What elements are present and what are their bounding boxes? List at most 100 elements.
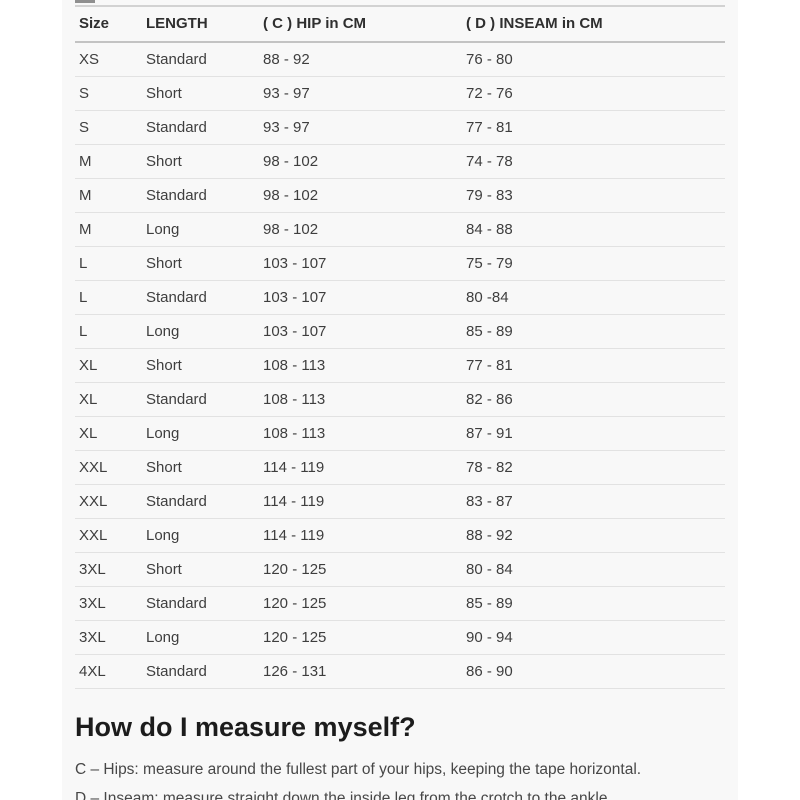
cell-length: Standard [142,382,259,417]
cell-hip: 120 - 125 [259,620,462,655]
cell-size: L [75,246,142,281]
cell-size: 3XL [75,586,142,621]
cell-inseam: 75 - 79 [462,246,725,281]
cell-length: Long [142,620,259,655]
cell-length: Short [142,76,259,111]
cell-length: Short [142,348,259,383]
cell-inseam: 83 - 87 [462,484,725,519]
cell-length: Standard [142,586,259,621]
cell-hip: 93 - 97 [259,76,462,111]
table-row: M Short 98 - 102 74 - 78 [75,144,725,179]
table-row: XXL Long 114 - 119 88 - 92 [75,518,725,553]
cell-inseam: 84 - 88 [462,212,725,247]
cell-hip: 114 - 119 [259,518,462,553]
cell-length: Standard [142,280,259,315]
table-row: 3XL Long 120 - 125 90 - 94 [75,620,725,655]
table-row: M Long 98 - 102 84 - 88 [75,212,725,247]
hips-instruction: C – Hips: measure around the fullest par… [75,761,642,778]
cell-hip: 126 - 131 [259,654,462,689]
cell-size: XL [75,382,142,417]
cell-length: Long [142,518,259,553]
cell-inseam: 90 - 94 [462,620,725,655]
inseam-instruction: D – Inseam: measure straight down the in… [75,790,612,800]
table-row: XXL Short 114 - 119 78 - 82 [75,450,725,485]
cell-inseam: 74 - 78 [462,144,725,179]
table-row: L Short 103 - 107 75 - 79 [75,246,725,281]
column-header-inseam: ( D ) INSEAM in CM [462,5,725,43]
cell-size: S [75,110,142,145]
table-row: S Short 93 - 97 72 - 76 [75,76,725,111]
cell-hip: 108 - 113 [259,416,462,451]
cell-size: M [75,144,142,179]
cell-hip: 114 - 119 [259,484,462,519]
cell-hip: 120 - 125 [259,586,462,621]
measure-instructions: C – Hips: measure around the fullest par… [75,755,725,800]
cell-hip: 108 - 113 [259,348,462,383]
cell-inseam: 86 - 90 [462,654,725,689]
size-table-body: XS Standard 88 - 92 76 - 80 S Short 93 -… [75,42,725,689]
cell-hip: 98 - 102 [259,144,462,179]
cell-length: Standard [142,178,259,213]
cell-inseam: 77 - 81 [462,110,725,145]
table-row: 3XL Standard 120 - 125 85 - 89 [75,586,725,621]
column-header-size: Size [75,5,142,43]
header-row: Size LENGTH ( C ) HIP in CM ( D ) INSEAM… [75,5,725,43]
cell-hip: 103 - 107 [259,246,462,281]
table-row: 3XL Short 120 - 125 80 - 84 [75,552,725,587]
cell-hip: 108 - 113 [259,382,462,417]
cell-hip: 103 - 107 [259,280,462,315]
cell-length: Long [142,416,259,451]
cell-size: XXL [75,484,142,519]
cell-length: Standard [142,42,259,77]
cell-size: XL [75,348,142,383]
cell-size: L [75,280,142,315]
cell-hip: 103 - 107 [259,314,462,349]
cell-size: 4XL [75,654,142,689]
cell-inseam: 77 - 81 [462,348,725,383]
cell-length: Short [142,246,259,281]
size-chart-header: Size LENGTH ( C ) HIP in CM ( D ) INSEAM… [75,5,725,43]
cell-size: XL [75,416,142,451]
size-guide-content: Size LENGTH ( C ) HIP in CM ( D ) INSEAM… [62,0,738,800]
cell-length: Standard [142,484,259,519]
cell-length: Long [142,314,259,349]
cell-hip: 120 - 125 [259,552,462,587]
cell-inseam: 79 - 83 [462,178,725,213]
cell-inseam: 87 - 91 [462,416,725,451]
cell-hip: 98 - 102 [259,212,462,247]
tab-underline-remnant [75,0,95,3]
table-row: XL Standard 108 - 113 82 - 86 [75,382,725,417]
cell-size: S [75,76,142,111]
cell-size: 3XL [75,552,142,587]
table-row: L Long 103 - 107 85 - 89 [75,314,725,349]
cell-inseam: 80 - 84 [462,552,725,587]
cell-hip: 114 - 119 [259,450,462,485]
cell-inseam: 78 - 82 [462,450,725,485]
cell-size: M [75,178,142,213]
cell-inseam: 72 - 76 [462,76,725,111]
cell-size: 3XL [75,620,142,655]
cell-inseam: 82 - 86 [462,382,725,417]
table-row: XL Short 108 - 113 77 - 81 [75,348,725,383]
cell-hip: 93 - 97 [259,110,462,145]
table-row: L Standard 103 - 107 80 -84 [75,280,725,315]
table-row: XL Long 108 - 113 87 - 91 [75,416,725,451]
cell-inseam: 85 - 89 [462,586,725,621]
cell-size: XXL [75,518,142,553]
measure-heading: How do I measure myself? [75,712,416,742]
cell-inseam: 76 - 80 [462,42,725,77]
cell-size: M [75,212,142,247]
cell-length: Standard [142,110,259,145]
table-row: M Standard 98 - 102 79 - 83 [75,178,725,213]
column-header-length: LENGTH [142,5,259,43]
column-header-hip: ( C ) HIP in CM [259,5,462,43]
size-chart-table: Size LENGTH ( C ) HIP in CM ( D ) INSEAM… [75,5,725,689]
cell-hip: 88 - 92 [259,42,462,77]
cell-inseam: 85 - 89 [462,314,725,349]
cell-length: Long [142,212,259,247]
cell-size: XS [75,42,142,77]
table-row: XXL Standard 114 - 119 83 - 87 [75,484,725,519]
cell-hip: 98 - 102 [259,178,462,213]
cell-size: L [75,314,142,349]
